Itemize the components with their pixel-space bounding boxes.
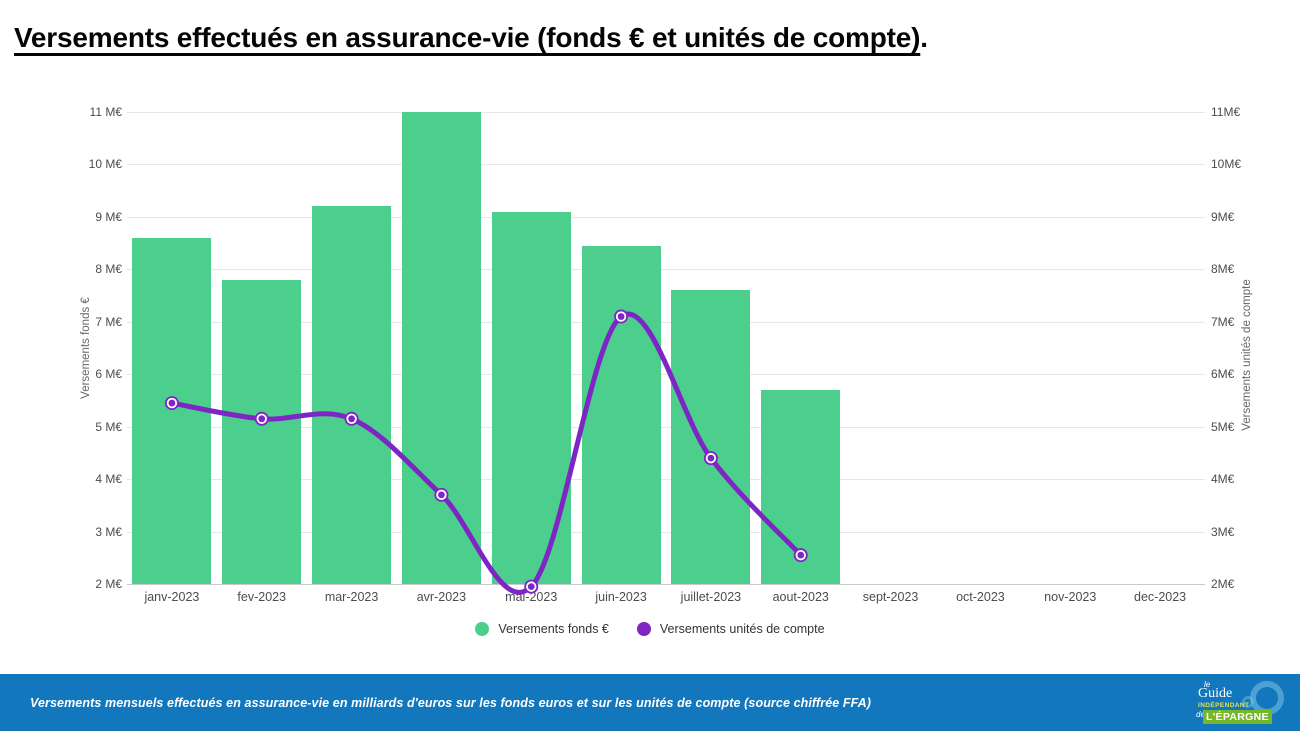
y-tick-right: 3M€ bbox=[1211, 524, 1235, 539]
y-tick-right: 8M€ bbox=[1211, 262, 1235, 277]
right-axis-title: Versements unités de compte bbox=[1241, 279, 1253, 431]
legend-label: Versements unités de compte bbox=[659, 622, 825, 636]
logo-text-independant: INDÉPENDANT bbox=[1198, 702, 1250, 709]
y-tick-left: 3 M€ bbox=[95, 524, 122, 539]
legend-dot-icon bbox=[475, 622, 490, 636]
chart-legend: Versements fonds € Versements unités de c… bbox=[0, 622, 1300, 636]
y-tick-left: 2 M€ bbox=[95, 577, 122, 591]
legend-item[interactable]: Versements unités de compte bbox=[636, 622, 825, 636]
page-title-suffix: . bbox=[920, 22, 928, 53]
gridline bbox=[127, 584, 1205, 585]
logo-text-guide: Guide bbox=[1198, 686, 1233, 701]
y-tick-left: 5 M€ bbox=[95, 419, 122, 434]
gridline bbox=[127, 321, 1205, 323]
y-tick-right: 9M€ bbox=[1211, 209, 1235, 224]
line-point-mai-2023[interactable] bbox=[527, 583, 535, 591]
x-tick-sept-2023: sept-2023 bbox=[862, 590, 919, 604]
x-tick-fev-2023: fev-2023 bbox=[237, 590, 287, 604]
y-tick-right: 2M€ bbox=[1211, 577, 1235, 591]
logo-ring-small-icon bbox=[1242, 696, 1254, 708]
y-tick-left: 9 M€ bbox=[95, 209, 122, 224]
line-point-avr-2023[interactable] bbox=[438, 491, 445, 499]
line-point-mar-2023[interactable] bbox=[348, 415, 355, 423]
y-tick-left: 11 M€ bbox=[89, 105, 122, 119]
y-tick-right: 10M€ bbox=[1211, 157, 1242, 172]
y-tick-right: 6M€ bbox=[1211, 367, 1235, 382]
bar-juin-2023[interactable] bbox=[581, 245, 661, 584]
x-tick-avr-2023: avr-2023 bbox=[416, 590, 467, 604]
logo-text-de: de bbox=[1196, 710, 1205, 719]
y-tick-left: 8 M€ bbox=[95, 262, 122, 277]
gridline bbox=[127, 479, 1205, 481]
logo-text-le: le bbox=[1204, 680, 1211, 689]
x-tick-aout-2023: aout-2023 bbox=[772, 590, 829, 604]
legend-item[interactable]: Versements fonds € bbox=[475, 622, 609, 636]
left-axis-title: Versements fonds € bbox=[80, 297, 92, 399]
line-point-juin-2023[interactable] bbox=[617, 313, 625, 320]
gridline bbox=[127, 112, 1205, 113]
y-tick-right: 11M€ bbox=[1211, 105, 1241, 119]
line-point-juillet-2023[interactable] bbox=[707, 454, 715, 462]
legend-label: Versements fonds € bbox=[498, 622, 609, 636]
y-tick-right: 7M€ bbox=[1211, 314, 1235, 329]
y-tick-right: 4M€ bbox=[1211, 472, 1235, 487]
gridline bbox=[127, 531, 1205, 533]
brand-logo[interactable]: le Guide INDÉPENDANT de L'ÉPARGNE bbox=[1196, 680, 1284, 726]
bar-fev-2023[interactable] bbox=[222, 279, 302, 584]
line-point-aout-2023[interactable] bbox=[797, 551, 805, 559]
gridline bbox=[127, 164, 1205, 166]
line-point-fev-2023[interactable] bbox=[258, 415, 266, 423]
line-point-janv-2023[interactable] bbox=[168, 399, 176, 407]
bar-janv-2023[interactable] bbox=[132, 237, 212, 584]
line-series-layer bbox=[164, 309, 808, 595]
footer-bar: Versements mensuels effectués en assuran… bbox=[0, 674, 1300, 731]
y-tick-left: 10 M€ bbox=[88, 157, 122, 172]
page-title: Versements effectués en assurance-vie (f… bbox=[14, 22, 928, 54]
x-tick-mar-2023: mar-2023 bbox=[324, 590, 379, 604]
bar-mar-2023[interactable] bbox=[312, 206, 392, 584]
y-tick-left: 7 M€ bbox=[95, 314, 122, 329]
y-tick-left: 6 M€ bbox=[95, 367, 122, 382]
bar-avr-2023[interactable] bbox=[401, 112, 481, 584]
bar-juillet-2023[interactable] bbox=[671, 290, 751, 584]
x-tick-nov-2023: nov-2023 bbox=[1044, 590, 1097, 604]
x-tick-janv-2023: janv-2023 bbox=[144, 590, 200, 604]
page-title-text: Versements effectués en assurance-vie (f… bbox=[14, 22, 921, 53]
y-tick-left: 4 M€ bbox=[95, 472, 122, 487]
gridline bbox=[127, 269, 1205, 271]
gridline bbox=[127, 426, 1205, 428]
x-tick-oct-2023: oct-2023 bbox=[956, 590, 1005, 604]
gridline bbox=[127, 216, 1205, 218]
gridline bbox=[127, 374, 1205, 376]
chart-area: Versements fonds € Versements unités de … bbox=[0, 105, 1300, 636]
footer-caption: Versements mensuels effectués en assuran… bbox=[30, 695, 872, 710]
x-tick-juin-2023: juin-2023 bbox=[595, 590, 647, 604]
legend-dot-icon bbox=[636, 622, 651, 636]
y-tick-right: 5M€ bbox=[1211, 419, 1235, 434]
logo-text-epargne: L'ÉPARGNE bbox=[1203, 710, 1272, 724]
x-tick-juillet-2023: juillet-2023 bbox=[680, 590, 742, 604]
x-tick-dec-2023: dec-2023 bbox=[1134, 590, 1187, 604]
